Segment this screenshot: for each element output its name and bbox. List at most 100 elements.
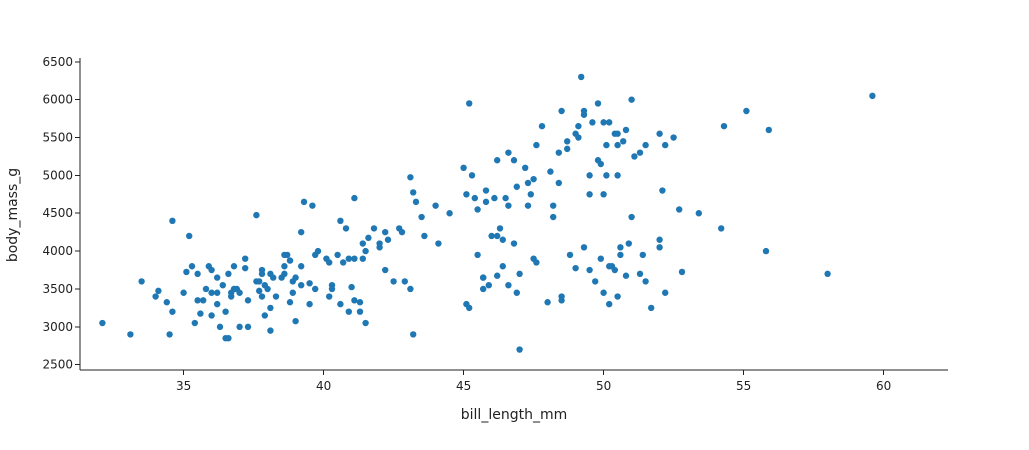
- data-point: [544, 299, 551, 306]
- data-point: [314, 247, 322, 255]
- data-point: [614, 141, 621, 149]
- data-point: [628, 96, 635, 103]
- data-point: [580, 107, 588, 115]
- y-tick-label: 6000: [42, 93, 73, 107]
- data-point: [765, 126, 772, 134]
- data-point: [242, 264, 249, 272]
- data-point: [555, 179, 562, 187]
- data-point: [656, 244, 663, 251]
- data-point: [547, 168, 554, 175]
- data-point: [594, 100, 602, 107]
- data-point: [620, 138, 627, 145]
- data-point: [603, 141, 610, 149]
- data-point: [600, 191, 607, 198]
- data-point: [628, 213, 635, 221]
- data-point: [180, 289, 187, 296]
- data-point: [312, 285, 319, 293]
- data-point: [670, 134, 677, 141]
- data-point: [202, 285, 210, 293]
- data-point: [586, 266, 593, 274]
- data-point: [186, 232, 193, 240]
- data-point: [214, 289, 221, 296]
- data-point: [558, 107, 565, 115]
- data-point: [362, 247, 369, 255]
- data-point: [163, 299, 170, 306]
- data-point: [281, 263, 288, 270]
- points-layer: [99, 73, 876, 353]
- data-point: [351, 297, 358, 304]
- data-point: [214, 274, 221, 281]
- data-point: [555, 149, 562, 156]
- data-point: [578, 73, 585, 81]
- data-point: [474, 206, 481, 213]
- data-point: [300, 198, 308, 206]
- data-point: [326, 293, 333, 300]
- data-point: [496, 225, 504, 232]
- data-point: [214, 300, 221, 308]
- data-point: [594, 157, 602, 164]
- data-point: [505, 149, 512, 156]
- data-point: [617, 251, 624, 259]
- data-point: [208, 312, 215, 319]
- data-point: [370, 225, 378, 232]
- y-tick-label: 2500: [42, 358, 73, 372]
- data-point: [286, 257, 294, 264]
- data-point: [636, 149, 644, 156]
- data-point: [99, 319, 106, 327]
- data-point: [183, 268, 190, 276]
- data-point: [284, 251, 291, 259]
- data-point: [533, 259, 540, 266]
- data-point: [505, 281, 512, 289]
- data-point: [606, 119, 613, 126]
- data-point: [340, 259, 347, 266]
- y-axis-title: body_mass_g: [5, 168, 21, 262]
- data-point: [407, 174, 414, 181]
- axes: 35 40 45 50 55 60 2500 3000 3500 4000 4500 5000 5500…: [42, 55, 948, 393]
- data-point: [432, 202, 439, 209]
- data-point: [718, 225, 725, 232]
- data-point: [270, 274, 277, 281]
- data-point: [410, 331, 417, 338]
- data-point: [589, 119, 596, 126]
- data-point: [267, 327, 274, 334]
- data-point: [348, 283, 355, 291]
- data-point: [530, 175, 537, 183]
- data-point: [474, 251, 481, 259]
- data-point: [505, 202, 512, 209]
- data-point: [463, 300, 470, 308]
- data-point: [292, 317, 299, 325]
- data-point: [558, 297, 565, 304]
- data-point: [258, 266, 266, 274]
- data-point: [244, 297, 252, 304]
- data-point: [194, 270, 201, 278]
- data-point: [298, 263, 305, 270]
- data-point: [614, 293, 621, 300]
- data-point: [365, 234, 372, 242]
- data-point: [298, 228, 305, 236]
- data-point: [510, 157, 518, 164]
- data-point: [289, 289, 296, 296]
- data-point: [326, 259, 333, 266]
- data-point: [720, 122, 728, 130]
- data-point: [566, 251, 574, 259]
- data-point: [194, 297, 201, 304]
- y-tick-label: 6500: [42, 55, 73, 69]
- data-point: [169, 217, 176, 225]
- data-point: [382, 228, 389, 236]
- y-tick-label: 3000: [42, 320, 73, 334]
- data-point: [572, 264, 579, 272]
- data-point: [533, 141, 540, 149]
- data-point: [421, 232, 428, 240]
- x-tick-label: 50: [596, 379, 611, 393]
- data-point: [460, 164, 467, 172]
- data-point: [662, 289, 669, 296]
- data-point: [258, 293, 266, 300]
- data-point: [510, 240, 518, 247]
- data-point: [359, 240, 366, 247]
- data-point: [575, 122, 582, 130]
- data-point: [398, 228, 406, 236]
- data-point: [286, 299, 294, 306]
- data-point: [169, 308, 176, 315]
- y-tick-label: 5000: [42, 168, 73, 182]
- data-point: [219, 281, 226, 289]
